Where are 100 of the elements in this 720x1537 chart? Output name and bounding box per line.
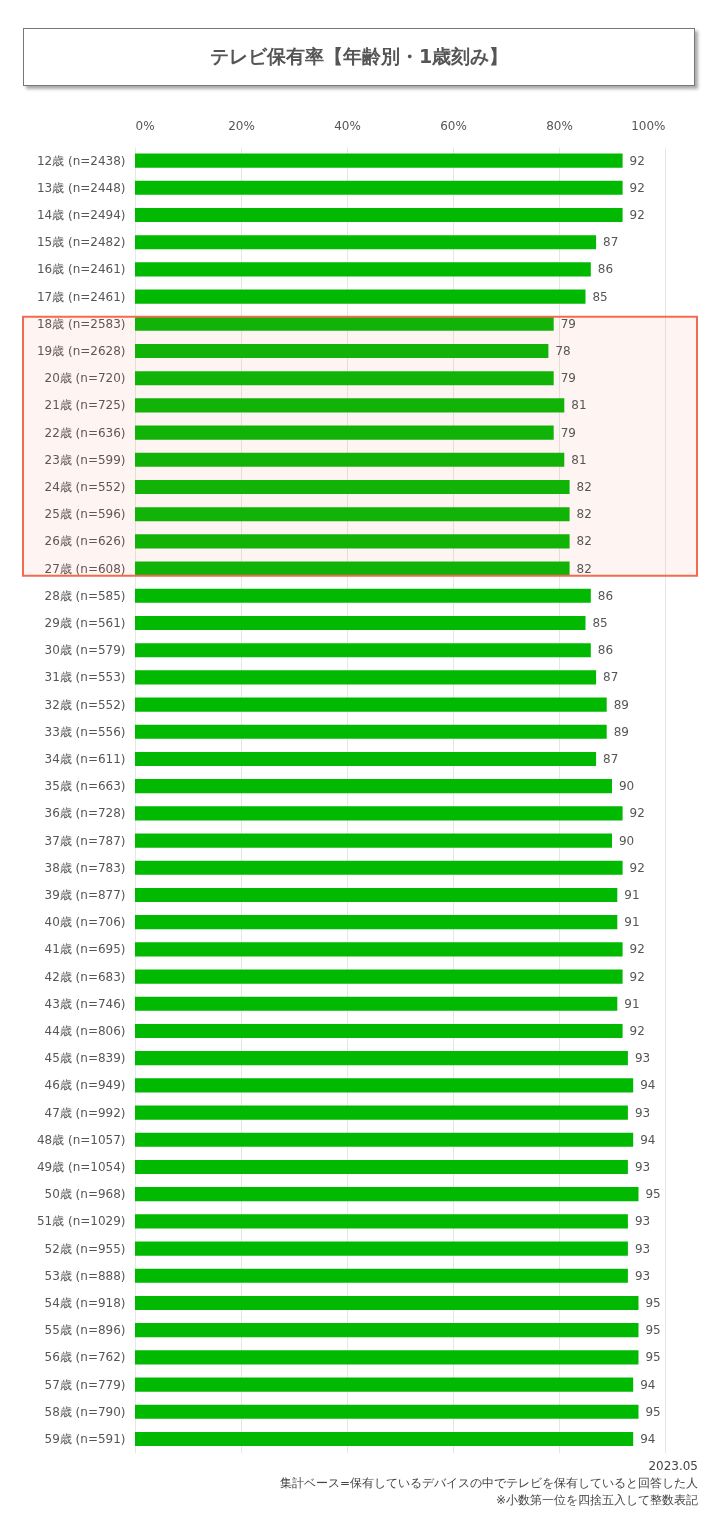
x-tick-label: 100% <box>631 119 666 134</box>
y-tick-label: 17歳 (n=2461) <box>36 289 126 304</box>
data-label: 86 <box>597 588 614 603</box>
y-tick-label: 27歳 (n=608) <box>44 561 126 576</box>
data-label: 81 <box>571 452 587 467</box>
data-label: 94 <box>640 1431 656 1446</box>
x-tick-label: 40% <box>334 119 361 134</box>
data-label: 93 <box>634 1214 651 1229</box>
x-tick-label: 0% <box>135 119 155 134</box>
y-tick-label: 13歳 (n=2448) <box>36 180 126 195</box>
data-label: 92 <box>629 208 645 222</box>
data-label: 92 <box>629 153 645 168</box>
data-label: 95 <box>645 1323 661 1338</box>
data-label: 87 <box>603 670 619 685</box>
x-tick-label: 60% <box>440 119 467 134</box>
text: 集計ベース=保有しているデバイスの中でテレビを保有していると回答した人 <box>279 1475 698 1492</box>
data-label: 85 <box>592 616 608 630</box>
data-label: 79 <box>560 316 576 331</box>
y-tick-label: 50歳 (n=968) <box>44 1187 126 1202</box>
text: ※小数第一位を四捨五入して整数表記 <box>494 1492 698 1509</box>
y-tick-label: 51歳 (n=1029) <box>36 1214 126 1229</box>
data-label: 90 <box>619 779 635 794</box>
data-label: 95 <box>645 1295 661 1310</box>
data-label: 93 <box>634 1268 651 1283</box>
y-tick-label: 36歳 (n=728) <box>44 806 126 821</box>
y-tick-label: 56歳 (n=762) <box>44 1350 126 1365</box>
data-label: 89 <box>613 724 629 739</box>
y-tick-label: 55歳 (n=896) <box>44 1323 126 1338</box>
y-tick-label: 21歳 (n=725) <box>44 398 126 413</box>
data-label: 91 <box>624 888 640 902</box>
y-tick-label: 28歳 (n=585) <box>44 588 126 603</box>
data-label: 86 <box>597 262 614 277</box>
data-label: 87 <box>603 235 619 250</box>
x-tick-label: 80% <box>546 119 573 134</box>
data-label: 79 <box>560 371 576 386</box>
y-tick-label: 59歳 (n=591) <box>44 1431 126 1446</box>
y-tick-label: 30歳 (n=579) <box>44 643 126 658</box>
y-tick-label: 52歳 (n=955) <box>44 1241 126 1256</box>
y-tick-label: 58歳 (n=790) <box>44 1404 126 1419</box>
y-tick-label: 45歳 (n=839) <box>44 1051 126 1066</box>
data-label: 78 <box>555 344 571 358</box>
data-label: 93 <box>634 1051 651 1066</box>
data-label: 81 <box>571 398 587 413</box>
y-tick-label: 12歳 (n=2438) <box>36 153 126 168</box>
data-label: 85 <box>592 289 608 304</box>
y-tick-label: 39歳 (n=877) <box>44 888 126 902</box>
data-label: 95 <box>645 1404 661 1419</box>
y-tick-label: 44歳 (n=806) <box>44 1024 126 1038</box>
y-tick-label: 23歳 (n=599) <box>44 452 126 467</box>
y-tick-label: 46歳 (n=949) <box>44 1078 126 1093</box>
y-tick-label: 42歳 (n=683) <box>44 969 126 984</box>
data-label: 92 <box>629 860 645 875</box>
y-tick-label: 37歳 (n=787) <box>44 833 126 848</box>
data-label: 93 <box>634 1105 651 1120</box>
y-tick-label: 18歳 (n=2583) <box>36 316 126 331</box>
y-tick-label: 33歳 (n=556) <box>44 724 126 739</box>
y-tick-label: 48歳 (n=1057) <box>36 1132 126 1147</box>
data-label: 87 <box>603 752 619 766</box>
y-tick-label: 41歳 (n=695) <box>44 942 126 957</box>
data-label: 82 <box>576 480 592 494</box>
y-tick-label: 25歳 (n=596) <box>44 507 126 522</box>
text: 2023.05 <box>647 1458 698 1475</box>
data-label: 91 <box>624 915 640 930</box>
y-tick-label: 15歳 (n=2482) <box>36 235 126 250</box>
data-label: 94 <box>640 1377 656 1392</box>
y-tick-label: 31歳 (n=553) <box>44 670 126 685</box>
x-tick-label: 20% <box>228 119 255 134</box>
data-label: 82 <box>576 507 592 522</box>
data-label: 95 <box>645 1350 661 1365</box>
data-label: 79 <box>560 425 576 440</box>
y-tick-label: 16歳 (n=2461) <box>36 262 126 277</box>
data-label: 95 <box>645 1187 661 1202</box>
data-label: 92 <box>629 806 645 821</box>
y-tick-label: 24歳 (n=552) <box>44 480 126 494</box>
y-tick-label: 29歳 (n=561) <box>44 616 126 630</box>
y-tick-label: 38歳 (n=783) <box>44 860 126 875</box>
data-label: 86 <box>597 643 614 658</box>
y-tick-label: 26歳 (n=626) <box>44 534 126 549</box>
data-label: 92 <box>629 1024 645 1038</box>
data-label: 82 <box>576 534 592 549</box>
y-tick-label: 22歳 (n=636) <box>44 425 126 440</box>
data-label: 89 <box>613 697 629 712</box>
y-tick-label: 53歳 (n=888) <box>44 1268 126 1283</box>
data-label: 90 <box>619 833 635 848</box>
data-label: 93 <box>634 1241 651 1256</box>
data-label: 93 <box>634 1160 651 1174</box>
y-tick-label: 35歳 (n=663) <box>44 779 126 794</box>
data-label: 92 <box>629 969 645 984</box>
data-label: 92 <box>629 942 645 957</box>
y-tick-label: 34歳 (n=611) <box>44 752 126 766</box>
y-tick-label: 19歳 (n=2628) <box>36 344 126 358</box>
y-tick-label: 43歳 (n=746) <box>44 996 126 1011</box>
y-tick-label: 57歳 (n=779) <box>44 1377 126 1392</box>
data-label: 91 <box>624 996 640 1011</box>
y-tick-label: 40歳 (n=706) <box>44 915 126 930</box>
y-tick-label: 14歳 (n=2494) <box>36 208 126 222</box>
y-tick-label: 32歳 (n=552) <box>44 697 126 712</box>
y-tick-label: 47歳 (n=992) <box>44 1105 126 1120</box>
y-tick-label: 20歳 (n=720) <box>44 371 126 386</box>
y-tick-label: 54歳 (n=918) <box>44 1295 126 1310</box>
